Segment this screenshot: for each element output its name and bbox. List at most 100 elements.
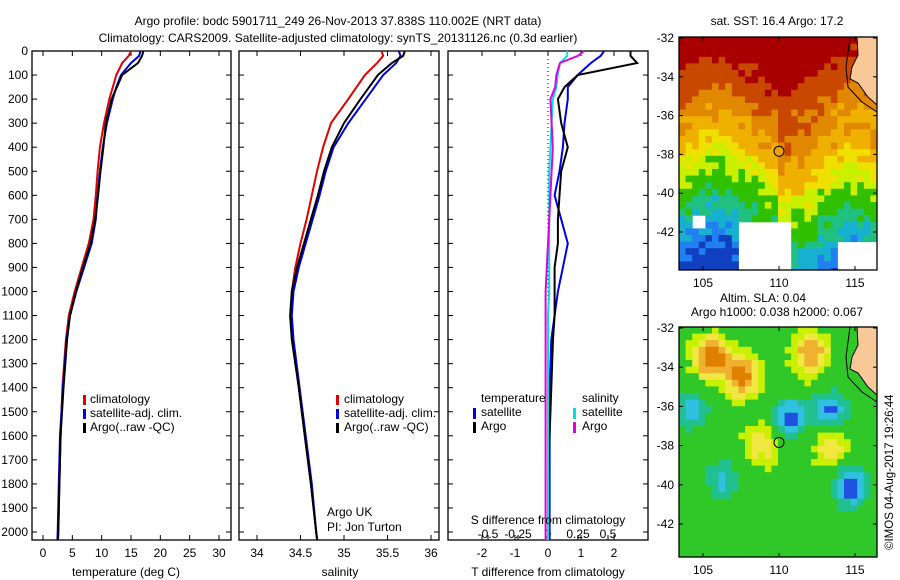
map-cell xyxy=(791,485,799,493)
map-cell xyxy=(679,478,687,486)
map-cell xyxy=(679,459,687,467)
map-cell xyxy=(758,551,766,557)
map-cell xyxy=(725,551,733,557)
map-cell xyxy=(685,386,693,394)
map-cell xyxy=(751,155,759,163)
map-cell xyxy=(679,452,687,460)
map-cell xyxy=(718,353,726,361)
map-cell xyxy=(771,373,779,381)
map-cell xyxy=(751,103,759,111)
map-cell xyxy=(712,142,720,150)
map-cell xyxy=(679,248,687,256)
map-cell xyxy=(804,432,812,440)
map-cell xyxy=(857,221,865,229)
map-cell xyxy=(758,129,766,137)
legend-swatch-argo xyxy=(336,423,339,433)
map-cell xyxy=(857,498,865,506)
map-cell xyxy=(692,109,700,117)
map-cell xyxy=(758,445,766,453)
map-cell xyxy=(725,531,733,539)
map-cell xyxy=(863,472,871,480)
map-cell xyxy=(705,386,713,394)
map-cell xyxy=(811,50,819,58)
map-cell xyxy=(745,353,753,361)
map-cell xyxy=(778,327,786,335)
map-cell xyxy=(811,544,819,552)
difference-panel: -2 -1 0 1 2-0.5 -0.25 0 0.25 0.5 xyxy=(447,50,649,560)
map-cell xyxy=(771,353,779,361)
map-cell xyxy=(811,195,819,203)
map-cell xyxy=(712,215,720,223)
map-cell xyxy=(705,419,713,427)
map-cell xyxy=(824,353,832,361)
x-tick-label: 115 xyxy=(845,563,864,577)
map-cell xyxy=(685,254,693,262)
map-cell xyxy=(725,465,733,473)
map-cell xyxy=(797,103,805,111)
map-cell xyxy=(837,83,845,91)
map-cell xyxy=(758,353,766,361)
map-cell xyxy=(778,366,786,374)
map-cell xyxy=(712,56,720,64)
map-cell xyxy=(745,492,753,500)
map-cell xyxy=(679,346,687,354)
y-tick-label: 1000 xyxy=(1,285,28,299)
map-cell xyxy=(830,136,838,144)
map-cell xyxy=(837,531,845,539)
map-cell xyxy=(731,268,739,270)
map-cell xyxy=(863,103,871,111)
map-cell xyxy=(725,379,733,387)
map-cell xyxy=(863,478,871,486)
map-cell xyxy=(844,228,852,236)
map-cell xyxy=(811,155,819,163)
map-cell xyxy=(863,412,871,420)
map-cell xyxy=(685,406,693,414)
map-cell xyxy=(712,76,720,84)
map-cell xyxy=(824,70,832,78)
map-cell xyxy=(679,406,687,414)
map-cell xyxy=(771,129,779,137)
map-cell xyxy=(751,56,759,64)
map-cell xyxy=(738,505,746,513)
map-cell xyxy=(804,366,812,374)
x-tick-label: 115 xyxy=(845,276,864,290)
land-australia xyxy=(849,37,877,106)
argo-float-marker xyxy=(773,436,785,448)
map-cell xyxy=(850,228,858,236)
map-cell xyxy=(685,83,693,91)
map-cell xyxy=(771,485,779,493)
map-cell xyxy=(817,399,825,407)
map-cell xyxy=(679,70,687,78)
map-cell xyxy=(870,175,877,183)
map-cell xyxy=(718,419,726,427)
map-cell xyxy=(771,538,779,546)
map-cell xyxy=(738,379,746,387)
map-cell xyxy=(857,122,865,130)
map-cell xyxy=(679,96,687,104)
map-cell xyxy=(764,202,772,210)
map-cell xyxy=(784,518,792,526)
map-cell xyxy=(830,83,838,91)
map-cell xyxy=(725,452,733,460)
map-cell xyxy=(771,182,779,190)
map-cell xyxy=(784,478,792,486)
map-cell xyxy=(811,353,819,361)
map-cell xyxy=(764,373,772,381)
map-cell xyxy=(725,116,733,124)
map-cell xyxy=(824,333,832,341)
map-cell xyxy=(850,412,858,420)
map-cell xyxy=(830,465,838,473)
y-tick-label: 100 xyxy=(8,68,28,82)
map-cell xyxy=(850,485,858,493)
map-cell xyxy=(857,129,865,137)
map-cell xyxy=(804,136,812,144)
map-cell xyxy=(758,142,766,150)
map-cell xyxy=(685,472,693,480)
map-cell xyxy=(824,327,832,335)
map-cell xyxy=(705,333,713,341)
map-cell xyxy=(738,511,746,519)
map-cell xyxy=(811,96,819,104)
map-cell xyxy=(797,202,805,210)
map-cell xyxy=(870,162,877,170)
map-cell xyxy=(870,155,877,163)
